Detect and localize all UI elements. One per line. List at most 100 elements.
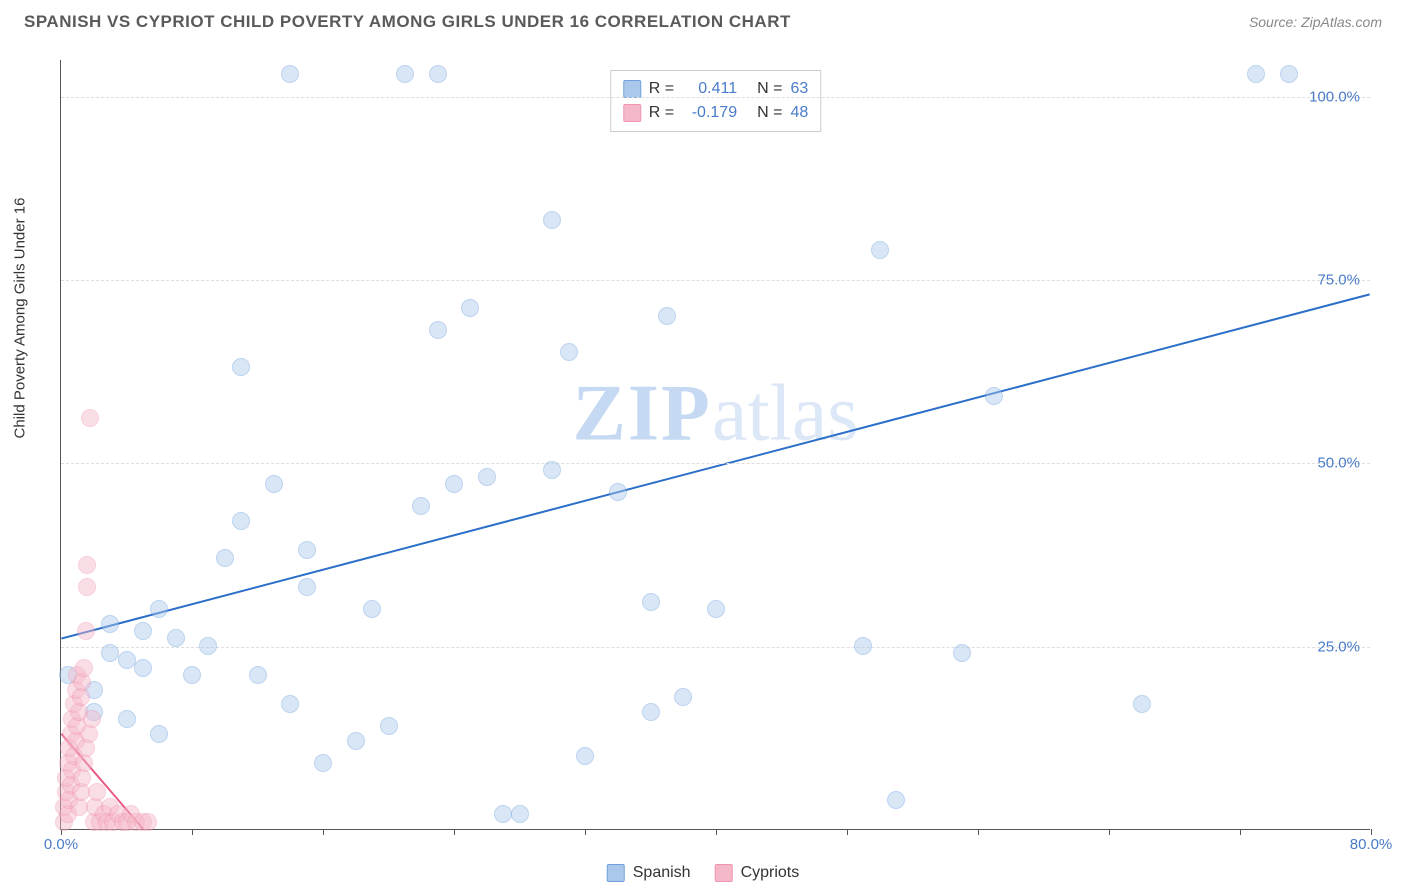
data-point <box>560 343 578 361</box>
data-point <box>249 666 267 684</box>
watermark-atlas: atlas <box>712 369 859 457</box>
chart-title: SPANISH VS CYPRIOT CHILD POVERTY AMONG G… <box>24 12 791 32</box>
x-tick <box>323 829 324 835</box>
data-point <box>167 629 185 647</box>
data-point <box>298 578 316 596</box>
data-point <box>78 556 96 574</box>
data-point <box>265 475 283 493</box>
gridline <box>61 647 1370 648</box>
data-point <box>78 578 96 596</box>
gridline <box>61 463 1370 464</box>
x-tick <box>1371 829 1372 835</box>
scatter-chart: ZIPatlas R =0.411N =63R =-0.179N =48 25.… <box>60 60 1370 830</box>
x-tick <box>454 829 455 835</box>
data-point <box>887 791 905 809</box>
watermark-zip: ZIP <box>573 369 712 457</box>
data-point <box>396 65 414 83</box>
data-point <box>77 622 95 640</box>
data-point <box>674 688 692 706</box>
data-point <box>953 644 971 662</box>
data-point <box>380 717 398 735</box>
legend-label: Cypriots <box>741 864 800 882</box>
data-point <box>134 622 152 640</box>
data-point <box>707 600 725 618</box>
data-point <box>183 666 201 684</box>
data-point <box>347 732 365 750</box>
data-point <box>609 483 627 501</box>
y-tick-label: 75.0% <box>1317 272 1360 289</box>
y-tick-label: 100.0% <box>1309 88 1360 105</box>
x-tick <box>192 829 193 835</box>
data-point <box>1247 65 1265 83</box>
watermark: ZIPatlas <box>573 368 859 459</box>
x-tick <box>1240 829 1241 835</box>
legend-series: Spanish Cypriots <box>607 864 800 882</box>
data-point <box>429 65 447 83</box>
gridline <box>61 280 1370 281</box>
data-point <box>281 695 299 713</box>
data-point <box>543 211 561 229</box>
data-point <box>232 512 250 530</box>
data-point <box>871 241 889 259</box>
data-point <box>576 747 594 765</box>
data-point <box>429 321 447 339</box>
y-axis-label: Child Poverty Among Girls Under 16 <box>12 198 29 439</box>
legend-swatch <box>607 864 625 882</box>
legend-r-label: R = <box>649 101 674 125</box>
x-tick-label: 80.0% <box>1350 836 1393 853</box>
data-point <box>298 541 316 559</box>
data-point <box>854 637 872 655</box>
data-point <box>88 783 106 801</box>
data-point <box>83 710 101 728</box>
chart-source: Source: ZipAtlas.com <box>1249 14 1382 30</box>
data-point <box>134 659 152 677</box>
legend-r-value: -0.179 <box>682 101 737 125</box>
legend-swatch <box>623 80 641 98</box>
data-point <box>118 710 136 728</box>
x-tick <box>585 829 586 835</box>
data-point <box>985 387 1003 405</box>
data-point <box>75 659 93 677</box>
data-point <box>139 813 157 831</box>
data-point <box>642 593 660 611</box>
data-point <box>150 600 168 618</box>
data-point <box>216 549 234 567</box>
legend-label: Spanish <box>633 864 691 882</box>
trend-line <box>61 294 1369 638</box>
legend-swatch <box>623 104 641 122</box>
data-point <box>101 615 119 633</box>
data-point <box>314 754 332 772</box>
x-tick <box>847 829 848 835</box>
legend-item: Cypriots <box>715 864 800 882</box>
legend-item: Spanish <box>607 864 691 882</box>
data-point <box>118 651 136 669</box>
data-point <box>658 307 676 325</box>
data-point <box>150 725 168 743</box>
data-point <box>101 644 119 662</box>
data-point <box>1280 65 1298 83</box>
trend-lines <box>61 60 1370 829</box>
x-tick-label: 0.0% <box>44 836 78 853</box>
x-tick <box>716 829 717 835</box>
y-tick-label: 50.0% <box>1317 455 1360 472</box>
legend-correlation: R =0.411N =63R =-0.179N =48 <box>610 70 821 132</box>
gridline <box>61 97 1370 98</box>
legend-row: R =-0.179N =48 <box>623 101 808 125</box>
data-point <box>1133 695 1151 713</box>
data-point <box>543 461 561 479</box>
data-point <box>478 468 496 486</box>
data-point <box>199 637 217 655</box>
chart-header: SPANISH VS CYPRIOT CHILD POVERTY AMONG G… <box>0 0 1406 40</box>
data-point <box>642 703 660 721</box>
data-point <box>232 358 250 376</box>
data-point <box>445 475 463 493</box>
data-point <box>412 497 430 515</box>
legend-swatch <box>715 864 733 882</box>
x-tick <box>1109 829 1110 835</box>
data-point <box>281 65 299 83</box>
data-point <box>494 805 512 823</box>
y-tick-label: 25.0% <box>1317 638 1360 655</box>
data-point <box>511 805 529 823</box>
data-point <box>461 299 479 317</box>
legend-n-value: 48 <box>790 101 808 125</box>
